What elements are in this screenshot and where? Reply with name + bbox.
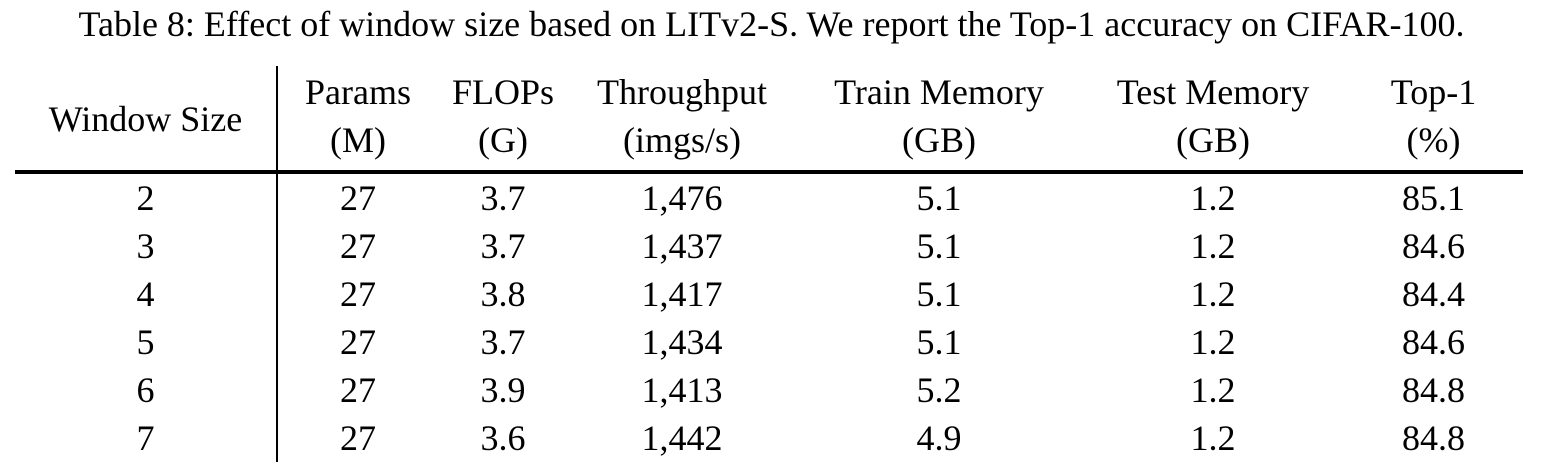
cell-flops: 3.6 (480, 418, 526, 458)
header-flops-unit: (G) (438, 116, 568, 174)
cell-params: 27 (340, 322, 376, 362)
cell-test-memory: 1.2 (1190, 322, 1236, 362)
cell-throughput: 1,442 (641, 418, 723, 458)
cell-test-memory: 1.2 (1190, 178, 1236, 218)
cell-throughput: 1,476 (641, 178, 723, 218)
cell-throughput: 1,437 (641, 226, 723, 266)
cell-throughput: 1,434 (641, 322, 723, 362)
header-params-unit: (M) (277, 116, 438, 174)
cell-top1: 84.6 (1402, 322, 1465, 362)
cell-top1: 84.8 (1402, 418, 1465, 458)
cell-params: 27 (340, 370, 376, 410)
header-train-memory-unit: (GB) (796, 116, 1082, 174)
cell-params: 27 (340, 178, 376, 218)
cell-train-memory: 5.2 (916, 370, 962, 410)
header-row-2: (M) (G) (imgs/s) (GB) (GB) (%) (15, 116, 1523, 174)
table-row: 6 27 3.9 1,413 5.2 1.2 84.8 (15, 366, 1523, 414)
header-throughput-unit: (imgs/s) (568, 116, 796, 174)
cell-flops: 3.7 (480, 178, 526, 218)
cell-window-size: 7 (15, 414, 278, 462)
cell-throughput: 1,417 (641, 274, 723, 314)
cell-window-size: 6 (15, 366, 278, 414)
header-row-1: Window Size Params FLOPs Throughput Trai… (15, 66, 1523, 174)
cell-window-size: 4 (15, 270, 278, 318)
cell-top1: 84.6 (1402, 226, 1465, 266)
header-params: Params (305, 72, 411, 112)
cell-throughput: 1,413 (641, 370, 723, 410)
cell-top1: 84.8 (1402, 370, 1465, 410)
cell-params: 27 (340, 226, 376, 266)
cell-top1: 84.4 (1402, 274, 1465, 314)
header-test-memory: Test Memory (1116, 72, 1310, 112)
table-row: 2 27 3.7 1,476 5.1 1.2 85.1 (15, 172, 1523, 222)
results-table: Window Size Params FLOPs Throughput Trai… (15, 66, 1523, 462)
header-flops: FLOPs (451, 72, 555, 112)
cell-flops: 3.8 (480, 274, 526, 314)
cell-flops: 3.9 (480, 370, 526, 410)
cell-test-memory: 1.2 (1190, 274, 1236, 314)
table-row: 3 27 3.7 1,437 5.1 1.2 84.6 (15, 222, 1523, 270)
table-body: 2 27 3.7 1,476 5.1 1.2 85.1 3 27 3.7 1,4… (15, 172, 1523, 462)
cell-window-size: 3 (15, 222, 278, 270)
cell-test-memory: 1.2 (1190, 370, 1236, 410)
cell-top1: 85.1 (1402, 178, 1465, 218)
cell-params: 27 (340, 418, 376, 458)
table-header: Window Size Params FLOPs Throughput Trai… (15, 66, 1523, 174)
cell-train-memory: 5.1 (916, 178, 962, 218)
cell-train-memory: 5.1 (916, 226, 962, 266)
header-throughput: Throughput (597, 72, 767, 112)
cell-train-memory: 5.1 (916, 274, 962, 314)
header-top1-unit: (%) (1344, 116, 1523, 174)
cell-window-size: 5 (15, 318, 278, 366)
header-top1: Top-1 (1390, 72, 1477, 112)
cell-flops: 3.7 (480, 322, 526, 362)
table-row: 5 27 3.7 1,434 5.1 1.2 84.6 (15, 318, 1523, 366)
cell-train-memory: 4.9 (916, 418, 962, 458)
cell-train-memory: 5.1 (916, 322, 962, 362)
cell-test-memory: 1.2 (1190, 418, 1236, 458)
cell-params: 27 (340, 274, 376, 314)
header-window-size: Window Size (15, 66, 278, 174)
cell-window-size: 2 (15, 172, 278, 222)
table-caption: Table 8: Effect of window size based on … (78, 4, 1465, 44)
table-row: 4 27 3.8 1,417 5.1 1.2 84.4 (15, 270, 1523, 318)
table-row: 7 27 3.6 1,442 4.9 1.2 84.8 (15, 414, 1523, 462)
cell-flops: 3.7 (480, 226, 526, 266)
header-train-memory: Train Memory (834, 72, 1044, 112)
header-test-memory-unit: (GB) (1082, 116, 1344, 174)
cell-test-memory: 1.2 (1190, 226, 1236, 266)
